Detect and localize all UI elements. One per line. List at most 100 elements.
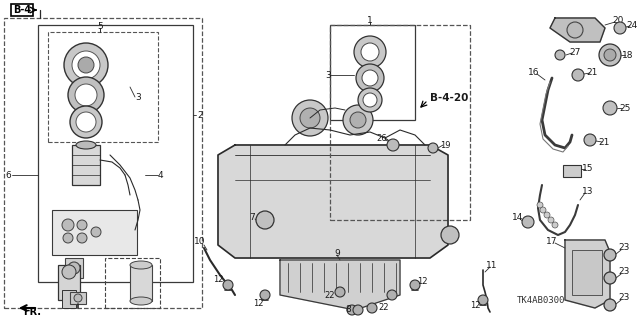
Circle shape (76, 112, 96, 132)
Bar (563, 165, 581, 177)
Bar (130, 265, 152, 301)
Text: 17: 17 (547, 237, 557, 246)
Circle shape (64, 43, 108, 87)
Bar (48, 32, 158, 142)
Text: TK4AB0300: TK4AB0300 (516, 296, 565, 305)
Circle shape (358, 88, 382, 112)
Circle shape (584, 134, 596, 146)
Text: 23: 23 (618, 244, 630, 252)
Text: 20: 20 (612, 15, 624, 25)
Bar (65, 258, 83, 278)
Circle shape (350, 112, 366, 128)
Text: 4: 4 (157, 171, 163, 180)
Text: 3: 3 (325, 70, 331, 79)
Bar (105, 258, 160, 308)
Text: 22: 22 (324, 292, 335, 300)
Text: 23: 23 (618, 293, 630, 302)
Text: B-4-20: B-4-20 (430, 93, 468, 103)
Circle shape (604, 49, 616, 61)
Circle shape (70, 106, 102, 138)
Circle shape (552, 222, 558, 228)
Circle shape (544, 212, 550, 218)
Text: 13: 13 (582, 188, 594, 196)
Bar (330, 25, 415, 120)
Text: 12: 12 (212, 276, 223, 284)
Text: 25: 25 (620, 103, 630, 113)
Text: 14: 14 (512, 213, 524, 222)
Circle shape (68, 262, 80, 274)
Circle shape (387, 139, 399, 151)
Circle shape (292, 100, 328, 136)
Circle shape (72, 51, 100, 79)
Circle shape (256, 211, 274, 229)
Text: 26: 26 (377, 133, 387, 142)
Circle shape (537, 202, 543, 208)
Circle shape (363, 93, 377, 107)
Circle shape (604, 272, 616, 284)
Bar (72, 145, 100, 185)
Circle shape (77, 233, 87, 243)
Ellipse shape (130, 297, 152, 305)
Circle shape (335, 287, 345, 297)
Circle shape (62, 219, 74, 231)
Circle shape (343, 105, 373, 135)
Bar (70, 292, 86, 304)
Text: 21: 21 (598, 138, 610, 147)
Text: 1: 1 (367, 15, 373, 25)
Circle shape (555, 50, 565, 60)
Ellipse shape (76, 141, 96, 149)
Circle shape (91, 227, 101, 237)
Polygon shape (550, 18, 605, 42)
Text: 24: 24 (627, 20, 637, 29)
Text: 6: 6 (5, 171, 11, 180)
Text: FR.: FR. (23, 307, 41, 317)
Circle shape (356, 64, 384, 92)
Text: 19: 19 (440, 140, 451, 149)
Text: 18: 18 (622, 51, 634, 60)
Text: 12: 12 (417, 277, 428, 286)
Text: 9: 9 (334, 249, 340, 258)
Circle shape (354, 36, 386, 68)
Text: 16: 16 (528, 68, 540, 76)
Circle shape (522, 216, 534, 228)
Text: 12: 12 (253, 299, 263, 308)
Text: 23: 23 (618, 268, 630, 276)
Circle shape (367, 303, 377, 313)
Text: 21: 21 (586, 68, 598, 76)
Circle shape (260, 290, 270, 300)
Circle shape (347, 305, 357, 315)
Circle shape (572, 69, 584, 81)
Circle shape (300, 108, 320, 128)
Text: 15: 15 (582, 164, 594, 172)
Bar (52, 210, 137, 255)
Polygon shape (565, 240, 610, 308)
Bar (62, 290, 76, 308)
Circle shape (68, 77, 104, 113)
Circle shape (540, 207, 546, 213)
Circle shape (362, 70, 378, 86)
Bar (572, 250, 602, 295)
Circle shape (441, 226, 459, 244)
Text: 2: 2 (197, 110, 203, 119)
Circle shape (567, 22, 583, 38)
Circle shape (353, 305, 363, 315)
Circle shape (604, 299, 616, 311)
Circle shape (604, 249, 616, 261)
Bar (58, 265, 80, 300)
Text: 3: 3 (135, 92, 141, 101)
Text: 10: 10 (195, 237, 205, 246)
Circle shape (599, 44, 621, 66)
Circle shape (548, 217, 554, 223)
Circle shape (62, 265, 76, 279)
Circle shape (603, 101, 617, 115)
Bar (4, 18, 202, 308)
Circle shape (410, 280, 420, 290)
Circle shape (63, 233, 73, 243)
Bar (38, 25, 193, 282)
Text: 7: 7 (249, 213, 255, 222)
Circle shape (387, 290, 397, 300)
Text: 11: 11 (486, 260, 498, 269)
Ellipse shape (130, 261, 152, 269)
Text: 8: 8 (345, 306, 351, 315)
Text: 12: 12 (470, 301, 480, 310)
